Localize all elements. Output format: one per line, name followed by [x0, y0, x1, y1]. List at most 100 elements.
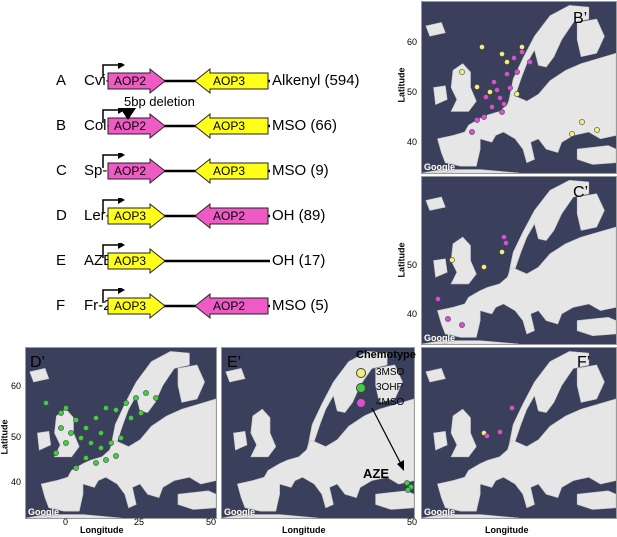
accession-point-3ohp — [68, 430, 74, 436]
promoter-arrowhead — [118, 63, 125, 69]
promoter-arrow — [102, 154, 118, 168]
google-logo-b: Google — [424, 162, 455, 172]
lon-tick-d-0: 0 — [63, 517, 69, 527]
accession-point-3ohp — [108, 440, 114, 446]
accession-point-3mso — [481, 264, 487, 270]
gene-label: AOP2 — [114, 74, 146, 88]
row-letter: D — [56, 207, 67, 224]
phenotype-label: MSO (66) — [272, 117, 338, 134]
longitude-label-e: Longitude — [282, 525, 326, 535]
accession-point-4mso — [481, 114, 487, 120]
aze-annotation: AZE — [363, 466, 389, 481]
row-letter: C — [56, 162, 67, 179]
phenotype-label: OH (17) — [272, 252, 326, 269]
promoter-arrowhead — [118, 288, 125, 294]
accession-point-3ohp — [103, 405, 109, 411]
land-turkey — [576, 316, 616, 337]
land-ireland — [37, 430, 52, 451]
longitude-label-f: Longitude — [485, 525, 529, 535]
phenotype-label: MSO (5) — [272, 297, 329, 314]
lat-tick-c-50: 50 — [407, 260, 418, 270]
land-iceland — [425, 22, 446, 37]
accession-point-4mso — [494, 87, 500, 93]
lon-tick-d-50: 50 — [206, 517, 217, 527]
lat-tick-d-60: 60 — [11, 381, 22, 391]
promoter-arrow — [102, 109, 118, 123]
aop3-gene — [107, 202, 166, 230]
gene-diagram: AOP2 AOP3 — [102, 108, 270, 140]
lat-tick-d-50: 50 — [11, 432, 22, 442]
google-logo-e: Google — [224, 507, 255, 517]
aop2-gene — [107, 112, 166, 140]
accession-point-3mso — [487, 89, 493, 95]
latitude-label-b: Latitude — [396, 67, 407, 103]
land-scand — [507, 5, 590, 109]
aze-pointer-arrow — [371, 407, 403, 467]
accession-point-3ohp — [73, 417, 79, 423]
land-mainland — [437, 398, 616, 512]
accession-name: AZE — [84, 252, 114, 269]
panel-label-b: B’ — [573, 10, 588, 27]
accession-point-3ohp — [63, 440, 69, 446]
accession-point-3ohp — [118, 435, 124, 441]
phenotype-label: MSO (9) — [272, 162, 329, 179]
accession-point-3ohp — [405, 487, 411, 493]
accession-point-4mso — [511, 55, 517, 61]
accession-point-4mso — [501, 101, 507, 107]
land-scand — [507, 179, 590, 281]
land-mainland — [437, 226, 616, 338]
accession-point-3ohp — [93, 460, 99, 466]
europe-map-c — [422, 177, 616, 344]
land-scand — [306, 351, 388, 454]
accession-point-3mso — [479, 44, 485, 50]
aop2-gene — [107, 67, 166, 95]
aze-pointer-arrowhead — [397, 460, 404, 471]
land-britain — [450, 63, 477, 112]
panel-label-e: E’ — [227, 354, 242, 371]
map-panel-b: B’ Google — [421, 1, 617, 174]
accession-point-3ohp — [63, 405, 69, 411]
map-panel-d: D’ Google — [25, 347, 217, 519]
accession-point-4mso — [474, 117, 480, 123]
accession-point-3ohp — [98, 445, 104, 451]
accession-point-3mso — [504, 59, 510, 65]
land-britain — [450, 408, 477, 458]
accession-point-3mso — [499, 249, 505, 255]
accession-point-4mso — [484, 433, 490, 439]
europe-map-f — [422, 348, 616, 518]
accession-point-3mso — [594, 127, 600, 133]
gene-row-d: D Ler-0 OH (89) AOP3 AOP2 — [0, 198, 405, 238]
aop3-gene — [107, 292, 166, 320]
gene-label: AOP2 — [114, 164, 146, 178]
aop3-gene — [107, 247, 166, 275]
land-mainland — [437, 52, 616, 167]
accession-point-4mso — [501, 234, 507, 240]
row-letter: F — [56, 297, 66, 314]
accession-point-4mso — [489, 104, 495, 110]
land-africa — [422, 514, 520, 518]
map-panel-e: E’ Google AZE — [221, 347, 415, 519]
legend-label-3ohp: 3OHP — [376, 382, 404, 393]
accession-point-4mso — [469, 129, 475, 135]
gene-row-b: B Col-0 MSO (66) AOP2 AOP3 — [0, 108, 405, 148]
promoter-arrowhead — [118, 243, 125, 249]
accession-point-4mso — [435, 296, 441, 302]
gene-diagram: AOP3 AOP2 — [102, 288, 270, 320]
accession-point-4mso — [527, 59, 533, 65]
accession-point-4mso — [507, 85, 513, 91]
lat-tick-d-40: 40 — [11, 477, 22, 487]
land-ireland — [233, 430, 248, 451]
row-letter: A — [56, 72, 67, 89]
land-mainland — [237, 398, 414, 512]
deletion-marker — [120, 108, 136, 120]
land-turkey — [177, 490, 216, 510]
lon-tick-d-25: 25 — [134, 517, 145, 527]
accession-point-4mso — [509, 405, 515, 411]
accession-name: Fr-2 — [84, 297, 112, 314]
row-letter: E — [56, 252, 67, 269]
land-africa — [422, 169, 520, 173]
accession-point-3mso — [569, 131, 575, 137]
accession-point-3ohp — [73, 465, 79, 471]
aop3-gene — [194, 67, 269, 95]
land-africa — [422, 340, 520, 344]
